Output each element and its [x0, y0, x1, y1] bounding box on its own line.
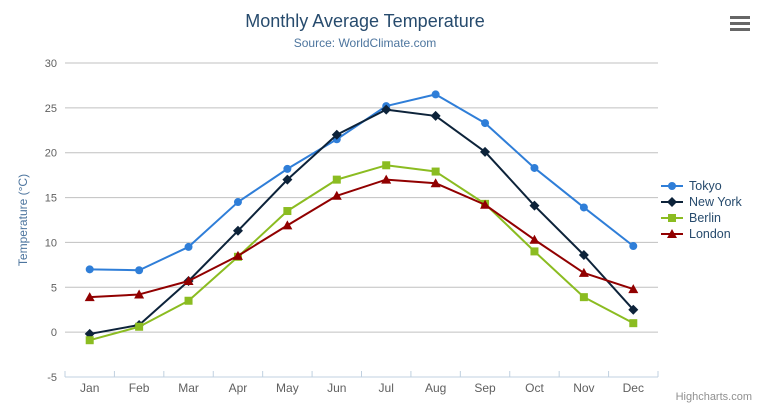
x-axis-tick-label: Mar	[178, 381, 199, 395]
series-tokyo[interactable]	[85, 90, 638, 275]
x-axis-tick-label: Dec	[623, 381, 644, 395]
chart-subtitle: Source: WorldClimate.com	[293, 36, 437, 50]
legend-label: Berlin	[689, 211, 721, 225]
legend-item-tokyo[interactable]: Tokyo	[661, 178, 742, 194]
x-axis-tick-label: Apr	[229, 381, 248, 395]
x-axis-tick-label: Feb	[129, 381, 150, 395]
export-menu-button[interactable]	[730, 14, 754, 32]
x-axis-tick-label: Aug	[425, 381, 446, 395]
legend: Tokyo New York Berlin London	[661, 178, 742, 242]
series-london[interactable]	[84, 174, 639, 302]
y-axis-tick-label: 25	[45, 103, 57, 115]
x-axis-tick-label: Jul	[379, 381, 394, 395]
triangle-marker-icon	[661, 229, 683, 238]
x-axis-tick-label: Sep	[474, 381, 496, 395]
y-axis-title-box: Temperature (°C)	[10, 63, 36, 377]
credits-link[interactable]: Highcharts.com	[675, 391, 752, 403]
circle-marker-icon	[661, 182, 683, 190]
y-axis-tick-label: 10	[45, 237, 57, 249]
y-axis-tick-label: 20	[45, 148, 57, 160]
legend-item-london[interactable]: London	[661, 226, 742, 242]
y-axis-title: Temperature (°C)	[16, 173, 30, 267]
x-axis-tick-label: Oct	[525, 381, 544, 395]
y-axis-tick-label: -5	[47, 372, 57, 384]
legend-item-new-york[interactable]: New York	[661, 194, 742, 210]
y-axis-tick-label: 5	[51, 282, 57, 294]
legend-label: New York	[689, 195, 742, 209]
x-axis-tick-label: Nov	[573, 381, 594, 395]
chart-title: Monthly Average Temperature	[245, 11, 485, 31]
x-axis-tick-label: Jan	[80, 381, 99, 395]
y-axis-tick-label: 30	[45, 58, 57, 70]
legend-item-berlin[interactable]: Berlin	[661, 210, 742, 226]
legend-label: Tokyo	[689, 179, 722, 193]
y-axis-tick-label: 0	[51, 327, 57, 339]
diamond-marker-icon	[661, 197, 683, 207]
y-axis-tick-label: 15	[45, 193, 57, 205]
series-new-york[interactable]	[84, 104, 639, 339]
x-axis-tick-label: May	[276, 381, 299, 395]
square-marker-icon	[661, 214, 683, 222]
legend-label: London	[689, 227, 731, 241]
x-axis-tick-label: Jun	[327, 381, 346, 395]
